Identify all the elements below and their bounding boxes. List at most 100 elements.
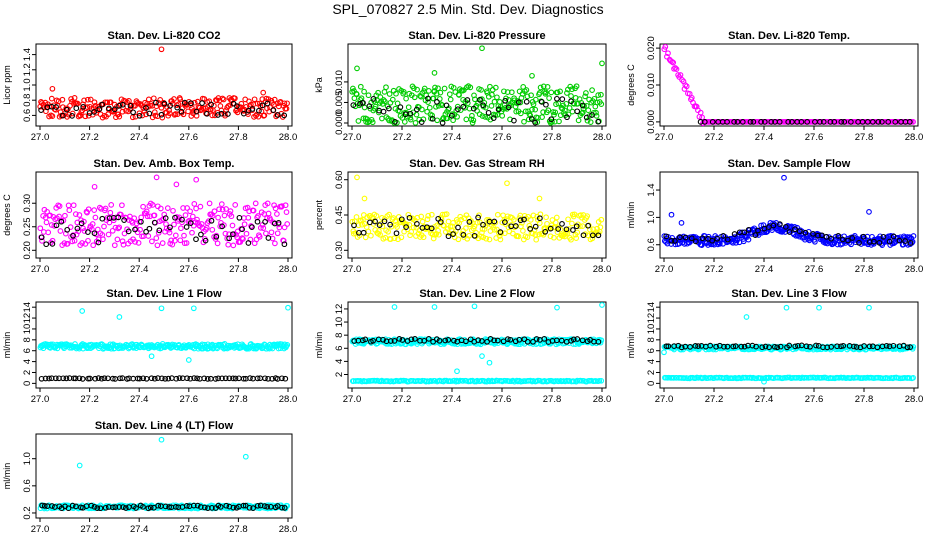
data-point-all	[598, 337, 605, 344]
data-point-subset	[121, 217, 127, 223]
data-point-subset	[796, 228, 803, 235]
data-point-all	[361, 88, 367, 95]
x-tick-label: 27.8	[855, 394, 874, 405]
x-tick-label: 27.4	[443, 394, 462, 405]
data-point-all	[432, 84, 438, 91]
data-point-subset	[502, 97, 509, 104]
data-point-subset	[281, 241, 288, 248]
data-point-subset	[802, 229, 809, 236]
data-point-low	[457, 377, 463, 384]
data-point-subset	[143, 228, 149, 235]
data-point-all	[179, 219, 185, 226]
data-point-all	[191, 201, 198, 207]
data-point-subset	[559, 221, 565, 227]
data-point-all	[140, 203, 146, 210]
data-point-all	[377, 231, 383, 238]
data-point-subset	[218, 110, 225, 117]
data-point-subset	[151, 219, 158, 226]
data-point-subset	[732, 343, 739, 349]
data-point-all	[211, 102, 217, 109]
x-tick-label: 27.0	[655, 394, 674, 405]
data-point-all	[243, 230, 250, 237]
data-point-subset	[869, 119, 876, 125]
data-point-all	[486, 359, 493, 366]
data-point-subset	[709, 119, 716, 125]
data-point-all	[380, 97, 387, 103]
data-point-all	[276, 224, 283, 231]
data-point-all	[258, 108, 265, 115]
data-point-all	[520, 228, 526, 234]
data-point-subset	[820, 119, 827, 125]
data-point-subset	[541, 336, 548, 342]
x-tick-label: 27.8	[229, 394, 248, 405]
data-point-subset	[463, 338, 469, 345]
data-point-subset	[52, 375, 59, 382]
data-point-subset	[770, 222, 777, 229]
data-point-all	[444, 115, 451, 122]
data-point-subset	[262, 375, 268, 382]
data-point-subset	[491, 337, 497, 344]
data-point-all	[515, 233, 522, 240]
data-point-all	[463, 116, 470, 123]
data-point-all	[910, 119, 916, 125]
data-point-all	[158, 436, 165, 443]
data-point-all	[577, 223, 583, 230]
data-point-all	[664, 53, 670, 60]
data-point-subset	[230, 504, 237, 511]
data-point-subset	[824, 344, 831, 351]
data-point-all	[140, 105, 147, 111]
x-tick-label: 27.0	[655, 264, 674, 275]
data-point-subset	[437, 219, 444, 225]
data-point-all	[361, 104, 368, 111]
y-tick-label: 1.0	[646, 211, 657, 224]
data-point-all	[425, 88, 432, 94]
x-tick-label: 28.0	[593, 394, 612, 405]
data-point-subset	[413, 106, 420, 113]
data-point-subset	[205, 505, 211, 511]
panel-2: Stan. Dev. Li-820 Pressure 27.0 27.2 27.4 27…	[314, 30, 611, 143]
data-point-subset	[254, 375, 261, 382]
data-point-subset	[64, 226, 71, 233]
data-point-subset	[264, 503, 271, 510]
data-point-low	[552, 378, 559, 384]
data-point-all	[191, 99, 198, 106]
data-point-subset	[741, 343, 748, 350]
data-point-subset	[663, 343, 670, 350]
data-point-all	[251, 96, 258, 103]
data-point-subset	[455, 106, 461, 113]
data-point-subset	[730, 343, 737, 350]
plot-frame	[35, 301, 293, 389]
y-tick-label: 8	[334, 333, 345, 338]
data-point-all	[554, 304, 560, 311]
data-point-all	[556, 118, 562, 125]
data-point-all	[263, 230, 269, 237]
data-point-all	[151, 212, 158, 219]
data-point-all	[678, 220, 685, 226]
data-point-subset	[527, 226, 534, 232]
data-point-all	[455, 236, 462, 243]
data-point-all	[661, 349, 667, 356]
data-point-all	[149, 238, 155, 245]
data-point-all	[571, 211, 578, 218]
data-point-all	[496, 233, 503, 239]
data-point-all	[866, 304, 872, 311]
data-point-all	[461, 87, 467, 93]
data-point-all	[87, 96, 94, 103]
data-point-subset	[204, 110, 210, 117]
data-point-subset	[119, 101, 126, 108]
y-tick-label: 6	[646, 348, 657, 353]
data-point-all	[527, 217, 534, 223]
data-point-all	[72, 211, 79, 217]
y-tick-label: 0.8	[22, 94, 33, 107]
data-point-subset	[155, 502, 162, 509]
data-point-all	[400, 89, 407, 95]
data-point-all	[421, 85, 428, 92]
data-point-all	[139, 112, 146, 119]
y-tick-label: 1.4	[22, 48, 33, 61]
data-point-all	[599, 302, 605, 308]
y-tick-label: 4	[646, 359, 657, 364]
data-point-subset	[532, 223, 539, 230]
data-point-all	[75, 228, 82, 235]
data-point-all	[582, 93, 588, 100]
data-point-subset	[106, 105, 112, 112]
